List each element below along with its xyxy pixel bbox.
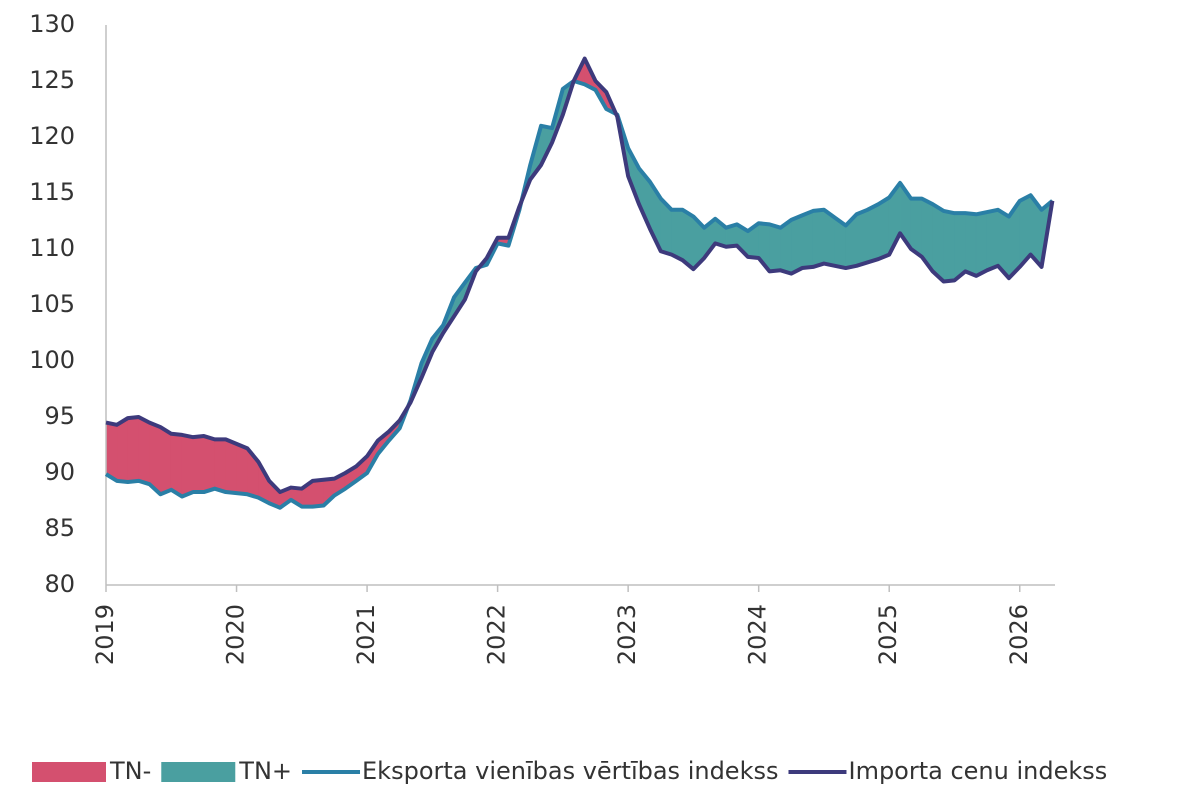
fill-area xyxy=(127,416,139,483)
x-tick-label: 2022 xyxy=(483,604,511,665)
x-tick-label: 2025 xyxy=(874,604,902,665)
legend-swatch xyxy=(32,762,106,782)
fill-area xyxy=(975,211,988,277)
fill-area xyxy=(943,210,955,282)
y-tick-label: 110 xyxy=(29,234,75,262)
y-tick-label: 125 xyxy=(29,66,75,94)
fill-area xyxy=(236,443,248,495)
fill-area xyxy=(671,209,683,261)
y-tick-label: 100 xyxy=(29,346,75,374)
fill-area xyxy=(105,422,118,482)
fill-area xyxy=(225,438,237,494)
legend-swatch xyxy=(161,762,236,782)
legend-label: TN- xyxy=(109,757,151,785)
fill-area xyxy=(878,196,890,260)
legend-label: Importa cenu indekss xyxy=(848,757,1107,785)
x-tick-label: 2019 xyxy=(91,604,119,665)
y-tick-label: 90 xyxy=(44,458,75,486)
x-tick-label: 2026 xyxy=(1005,604,1033,665)
fill-area xyxy=(192,435,205,493)
y-tick-label: 105 xyxy=(29,290,75,318)
fill-area xyxy=(181,434,194,497)
y-tick-label: 95 xyxy=(44,402,75,430)
series-line xyxy=(105,56,1055,495)
fill-area xyxy=(203,435,216,493)
fill-area xyxy=(867,203,879,263)
fill-area xyxy=(812,209,825,268)
y-tick-label: 115 xyxy=(29,178,75,206)
legend-label: Eksporta vienības vērtības indekss xyxy=(362,757,778,785)
fill-area xyxy=(214,439,227,493)
y-tick-label: 80 xyxy=(44,570,75,598)
series-line xyxy=(104,79,1054,510)
x-tick-label: 2024 xyxy=(744,604,772,665)
fill-area xyxy=(791,214,803,275)
fill-area xyxy=(986,209,999,271)
fill-area xyxy=(170,433,183,498)
fill-area xyxy=(116,417,129,483)
fill-area xyxy=(965,212,977,277)
fill-area xyxy=(160,426,172,495)
x-tick-label: 2023 xyxy=(613,604,641,665)
fill-area xyxy=(932,203,944,283)
x-tick-label: 2020 xyxy=(222,604,250,665)
y-tick-label: 130 xyxy=(29,10,75,38)
fill-area xyxy=(856,209,868,267)
fill-area xyxy=(769,223,781,272)
fill-area xyxy=(312,479,324,507)
legend-label: TN+ xyxy=(238,757,292,785)
fill-area xyxy=(138,416,150,485)
y-tick-label: 120 xyxy=(29,122,75,150)
fill-area xyxy=(801,210,814,269)
x-tick-label: 2021 xyxy=(352,604,380,665)
y-tick-label: 85 xyxy=(44,514,75,542)
